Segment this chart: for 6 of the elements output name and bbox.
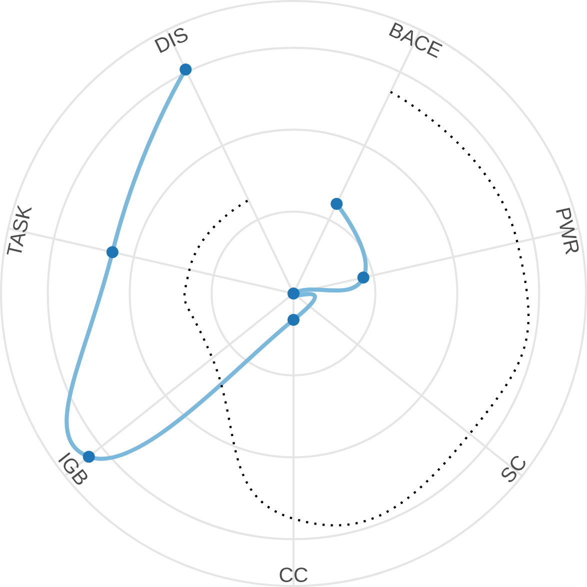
spoke-label: DIS <box>154 28 188 54</box>
spoke-label: CC <box>280 568 308 582</box>
spoke-label: SC <box>502 456 526 482</box>
spoke-label: TASK <box>6 205 32 255</box>
spoke-label: PWR <box>556 208 579 255</box>
spoke-label: IGB <box>58 452 88 485</box>
